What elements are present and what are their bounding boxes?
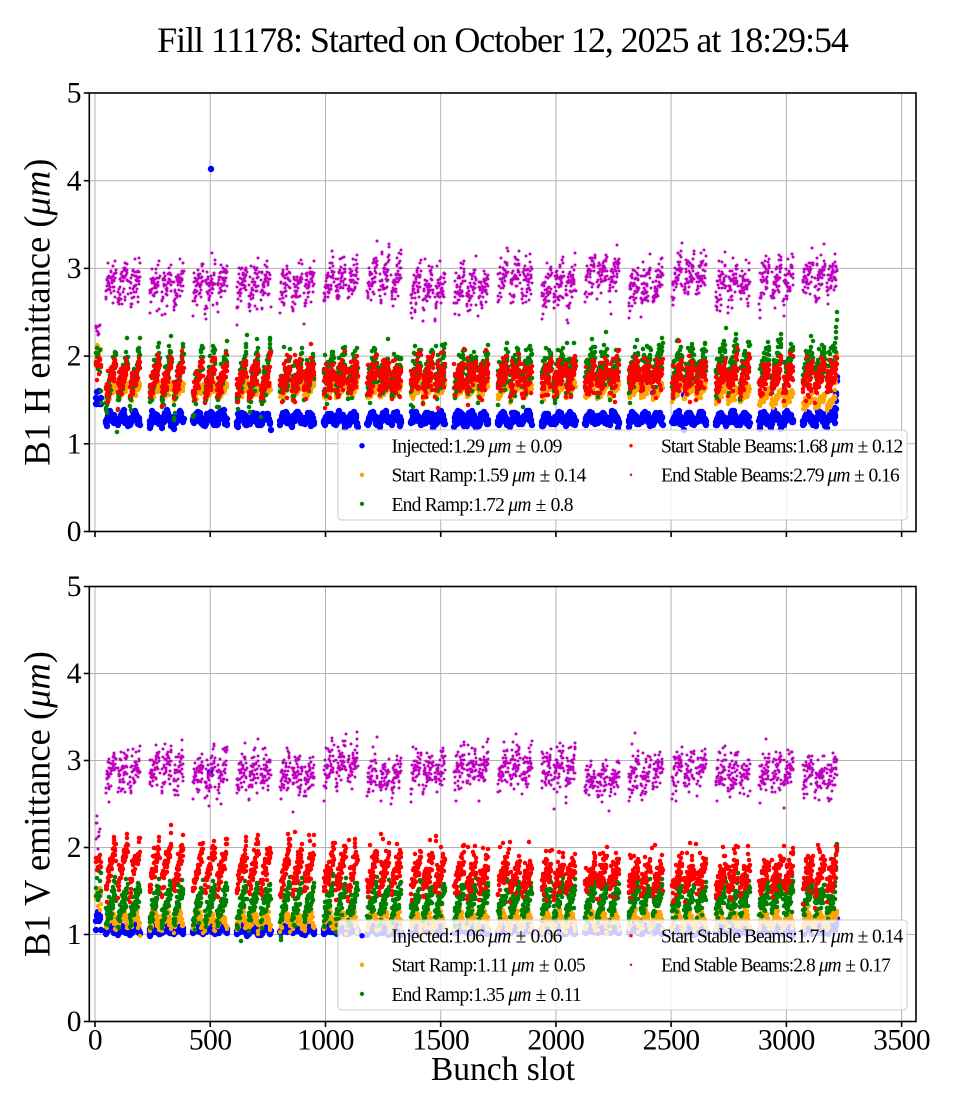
svg-text:1000: 1000 bbox=[297, 1025, 354, 1057]
svg-text:0: 0 bbox=[67, 516, 82, 548]
svg-text:End Ramp:1.35 μm ± 0.11: End Ramp:1.35 μm ± 0.11 bbox=[392, 985, 582, 1006]
svg-text:1: 1 bbox=[67, 428, 82, 460]
svg-text:5: 5 bbox=[67, 571, 82, 603]
svg-text:Start Stable Beams:1.68 μm ±: Start Stable Beams:1.68 μm ± 0.12 bbox=[661, 437, 902, 458]
svg-text:Start Stable Beams:1.71 μm ±: Start Stable Beams:1.71 μm ± 0.14 bbox=[661, 927, 903, 948]
svg-text:4: 4 bbox=[67, 165, 82, 197]
svg-text:3: 3 bbox=[67, 253, 82, 285]
svg-text:1500: 1500 bbox=[412, 1025, 469, 1057]
svg-text:End Ramp:1.72 μm ± 0.8: End Ramp:1.72 μm ± 0.8 bbox=[392, 495, 573, 516]
svg-text:Bunch slot: Bunch slot bbox=[431, 1051, 576, 1088]
svg-text:4: 4 bbox=[67, 658, 82, 690]
svg-text:2500: 2500 bbox=[643, 1025, 700, 1057]
svg-text:B1 H emittance (μm): B1 H emittance (μm) bbox=[17, 159, 58, 466]
svg-text:End Stable Beams:2.79 μm ± 0: End Stable Beams:2.79 μm ± 0.16 bbox=[661, 466, 900, 487]
svg-text:0: 0 bbox=[88, 1025, 102, 1057]
svg-text:3000: 3000 bbox=[758, 1025, 815, 1057]
svg-text:1: 1 bbox=[67, 919, 82, 951]
svg-text:2: 2 bbox=[67, 341, 82, 373]
svg-text:Injected:1.29 μm ± 0.09: Injected:1.29 μm ± 0.09 bbox=[392, 437, 562, 458]
svg-text:2000: 2000 bbox=[527, 1025, 584, 1057]
svg-text:0: 0 bbox=[67, 1006, 82, 1038]
svg-text:End Stable Beams:2.8 μm ± 0.: End Stable Beams:2.8 μm ± 0.17 bbox=[661, 956, 891, 977]
svg-text:Start Ramp:1.11 μm ± 0.05: Start Ramp:1.11 μm ± 0.05 bbox=[392, 956, 585, 977]
svg-text:2: 2 bbox=[67, 832, 82, 864]
svg-text:Injected:1.06 μm ± 0.06: Injected:1.06 μm ± 0.06 bbox=[392, 927, 563, 948]
svg-text:3: 3 bbox=[67, 745, 82, 777]
svg-text:B1 V emittance (μm): B1 V emittance (μm) bbox=[17, 651, 58, 957]
svg-text:Fill 11178: Started on October: Fill 11178: Started on October 12, 2025 … bbox=[157, 20, 849, 60]
svg-text:500: 500 bbox=[189, 1025, 232, 1057]
svg-text:5: 5 bbox=[67, 78, 82, 110]
svg-text:Start Ramp:1.59 μm ± 0.14: Start Ramp:1.59 μm ± 0.14 bbox=[392, 466, 587, 487]
svg-text:3500: 3500 bbox=[873, 1025, 930, 1057]
